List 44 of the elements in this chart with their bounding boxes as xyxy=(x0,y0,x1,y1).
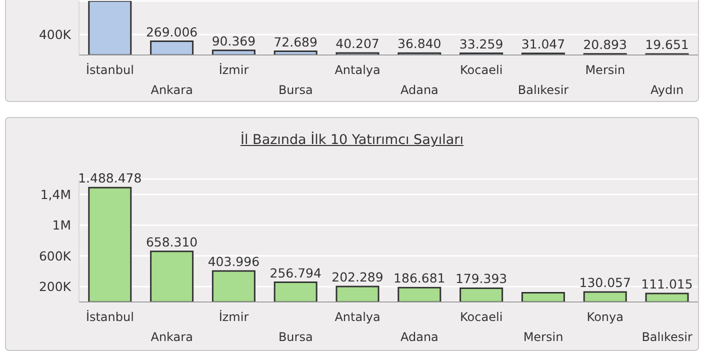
data-label: 31.047 xyxy=(521,36,566,52)
x-tick-label: Mersin xyxy=(585,63,626,77)
y-tick-label: 1,4M xyxy=(40,186,71,202)
x-tick-label: Aydın xyxy=(650,83,684,97)
x-tick-label: Ankara xyxy=(150,330,193,344)
data-label: 130.057 xyxy=(579,275,631,290)
x-tick-label: Balıkesir xyxy=(642,330,692,344)
y-tick-label: 600K xyxy=(38,248,72,264)
data-label: 111.015 xyxy=(641,276,693,292)
x-tick-label: Bursa xyxy=(278,83,313,97)
x-tick-label: İzmir xyxy=(218,310,249,324)
x-tick-label: Antalya xyxy=(334,63,380,77)
chart-title: İl Bazında İlk 10 Yatırımcı Sayıları xyxy=(240,132,464,148)
data-label: 72.689 xyxy=(274,34,318,50)
x-tick-label: Adana xyxy=(400,83,438,97)
x-tick-label: Antalya xyxy=(334,310,380,324)
x-tick-label: Adana xyxy=(400,330,438,344)
data-label: 256.794 xyxy=(270,265,322,280)
x-tick-label: Kocaeli xyxy=(460,310,503,324)
x-tick-label: İstanbul xyxy=(86,63,134,77)
data-label: 40.207 xyxy=(336,36,380,51)
data-label: 269.006 xyxy=(146,24,198,40)
y-tick-label: 200K xyxy=(38,279,72,294)
data-label: 20.893 xyxy=(583,36,627,52)
data-label: 179.393 xyxy=(455,271,508,286)
x-tick-label: Ankara xyxy=(150,83,193,97)
x-tick-label: Kocaeli xyxy=(460,63,503,77)
data-label: 658.310 xyxy=(146,234,198,250)
y-tick-label: 1M xyxy=(52,218,71,233)
data-label: 19.651 xyxy=(645,37,689,52)
x-tick-label: Mersin xyxy=(523,330,564,344)
data-label: 90.369 xyxy=(212,33,256,48)
data-label: 186.681 xyxy=(394,270,446,286)
x-tick-label: Balıkesir xyxy=(518,83,569,97)
y-tick-label: 400K xyxy=(38,27,72,42)
data-label: 33.259 xyxy=(459,36,504,52)
data-label: 202.289 xyxy=(332,269,384,284)
x-tick-label: Konya xyxy=(586,310,624,324)
x-tick-label: İstanbul xyxy=(86,310,134,324)
data-label: 1.488.478 xyxy=(78,170,142,186)
data-label: 36.840 xyxy=(398,36,442,52)
data-label: 403.996 xyxy=(208,254,260,269)
x-tick-label: İzmir xyxy=(218,63,249,77)
x-tick-label: Bursa xyxy=(278,330,313,344)
